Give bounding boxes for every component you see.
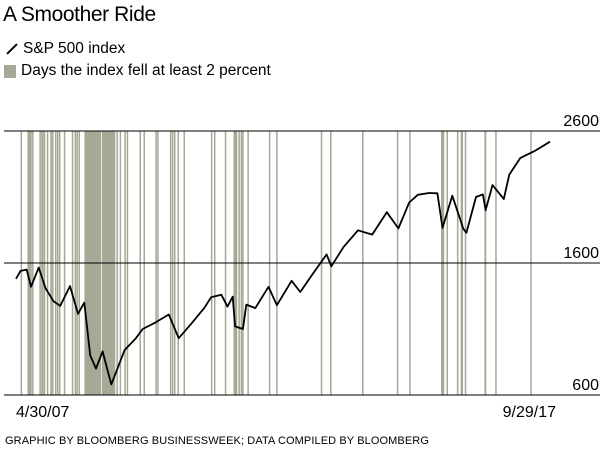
tick-labels: 600 1600 2600 4/30/07 9/29/17 — [16, 113, 599, 421]
legend-item-sp500: S&P 500 index — [4, 40, 125, 58]
legend-label-decline-days: Days the index fell at least 2 percent — [21, 62, 271, 79]
legend-label-sp500: S&P 500 index — [23, 40, 126, 57]
bar-swatch-icon — [4, 64, 16, 78]
x-tick-label-start: 4/30/07 — [16, 404, 69, 421]
gridlines — [4, 130, 600, 396]
y-tick-label-1600: 1600 — [563, 245, 599, 262]
y-tick-label-2600: 2600 — [563, 113, 599, 130]
x-tick-label-end: 9/29/17 — [503, 404, 556, 421]
legend-item-decline-days: Days the index fell at least 2 percent — [4, 62, 271, 80]
sp500-line — [15, 140, 551, 386]
chart-title: A Smoother Ride — [3, 3, 156, 26]
source-credit: GRAPHIC BY BLOOMBERG BUSINESSWEEK; DATA … — [5, 435, 429, 447]
y-tick-label-600: 600 — [572, 377, 599, 394]
series-layer — [15, 140, 551, 386]
